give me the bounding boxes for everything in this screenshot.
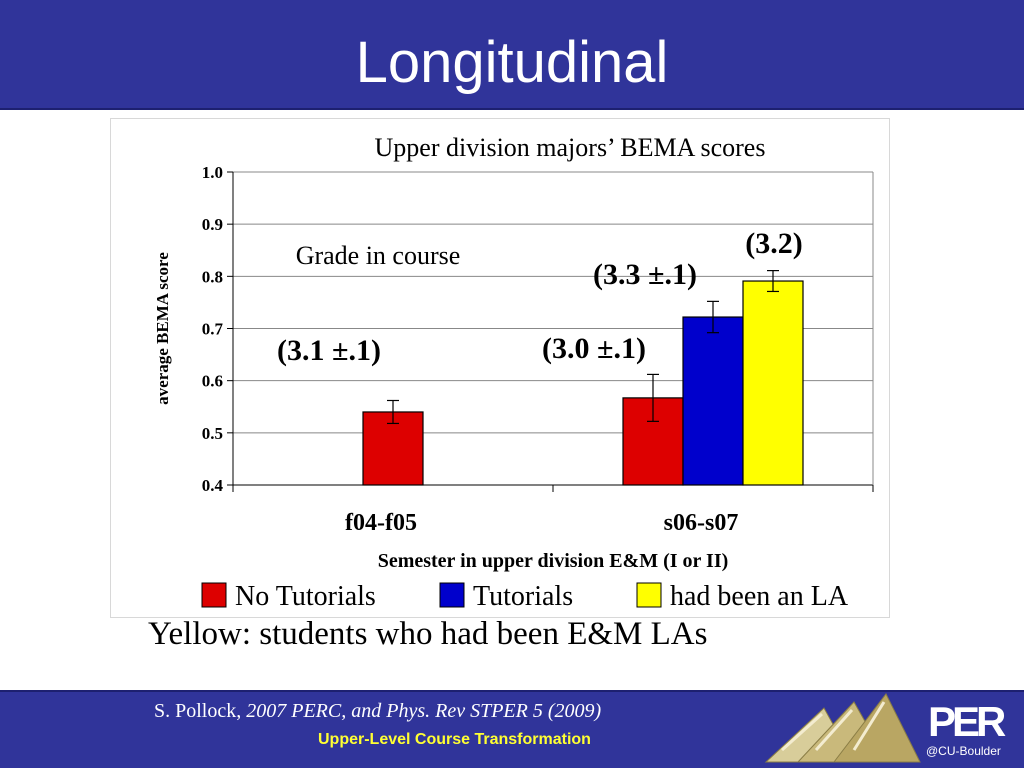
bar-had-been-an-la: [742, 280, 804, 486]
y-tick-label: 0.5: [202, 424, 223, 443]
y-tick-label: 1.0: [202, 163, 223, 182]
legend-label: Tutorials: [473, 581, 573, 612]
annotation-f04-no-tutorials: (3.1 ±.1): [277, 334, 381, 367]
bema-bar-chart: 0.4 0.5 0.6 0.7 0.8 0.9 1.0 f04-f05 s06-s07 Upper…: [153, 133, 874, 612]
legend-swatch: [201, 582, 227, 608]
y-tick-label: 0.8: [202, 267, 223, 286]
legend-swatch: [636, 582, 662, 608]
slide-caption: Yellow: students who had been E&M LAs: [148, 616, 708, 652]
mountains-logo-icon: [764, 693, 921, 763]
bar-tutorials: [682, 316, 744, 486]
annotation-s06-tutorials: (3.3 ±.1): [593, 258, 697, 291]
annotation-grade-in-course: Grade in course: [296, 241, 461, 270]
y-axis-title: average BEMA score: [153, 252, 172, 405]
annotation-s06-no-tutorials: (3.0 ±.1): [542, 332, 646, 365]
x-axis-title: Semester in upper division E&M (I or II): [378, 550, 729, 572]
citation: S. Pollock, 2007 PERC, and Phys. Rev STP…: [154, 700, 601, 723]
y-tick-label: 0.4: [202, 476, 224, 495]
y-tick-label: 0.6: [202, 372, 223, 391]
y-tick-label: 0.9: [202, 215, 223, 234]
legend-swatch: [439, 582, 465, 608]
annotation-s06-la: (3.2): [745, 227, 802, 260]
y-tick-label: 0.7: [202, 320, 224, 339]
chart-title: Upper division majors’ BEMA scores: [375, 133, 766, 162]
legend-label: No Tutorials: [235, 581, 376, 612]
x-tick-label: s06-s07: [664, 510, 739, 536]
per-logo: PER: [928, 698, 1006, 745]
citation-author: S. Pollock,: [154, 700, 247, 722]
bar-no-tutorials: [362, 411, 424, 486]
annotation-background: [265, 237, 491, 273]
citation-source: 2007 PERC, and Phys. Rev STPER 5 (2009): [246, 700, 602, 722]
slide-title: Longitudinal: [355, 30, 669, 95]
x-tick-label: f04-f05: [345, 510, 417, 536]
legend-label: had been an LA: [670, 581, 849, 612]
per-logo-subtitle: @CU-Boulder: [926, 744, 1001, 758]
footer-subtitle: Upper-Level Course Transformation: [318, 731, 591, 748]
title-bar: Longitudinal: [0, 0, 1024, 110]
